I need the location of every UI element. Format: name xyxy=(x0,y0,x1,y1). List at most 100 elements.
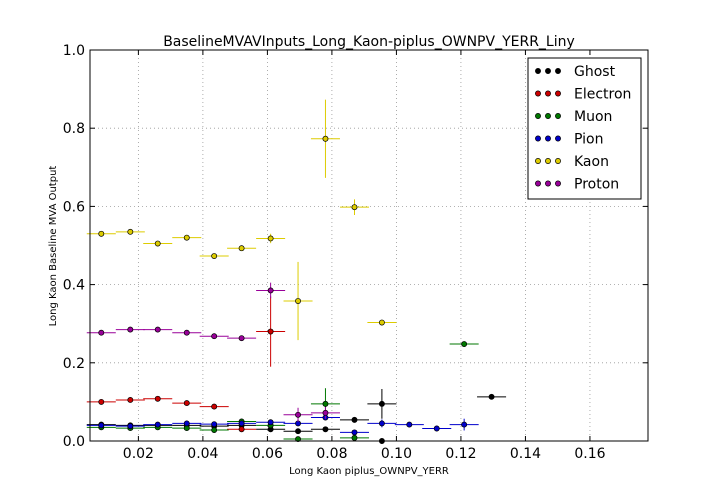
legend-label: Ghost xyxy=(574,64,616,80)
data-point xyxy=(295,436,301,442)
data-point xyxy=(154,326,161,333)
legend-marker xyxy=(535,158,541,164)
legend-marker xyxy=(555,180,561,187)
series-pion xyxy=(86,414,479,436)
data-point xyxy=(461,341,468,347)
data-point xyxy=(267,287,274,294)
data-point xyxy=(378,319,385,326)
data-point xyxy=(406,421,413,428)
data-point xyxy=(461,421,468,428)
y-tick-label: 0.4 xyxy=(63,278,85,294)
legend-marker xyxy=(555,135,561,142)
data-point xyxy=(154,240,161,247)
legend-marker xyxy=(555,158,561,164)
data-point xyxy=(322,426,329,433)
legend-label: Pion xyxy=(574,132,603,148)
data-point xyxy=(238,426,245,433)
legend-label: Muon xyxy=(574,109,612,125)
data-point xyxy=(238,245,245,252)
x-tick-label: 0.14 xyxy=(510,446,541,462)
y-tick-label: 0.2 xyxy=(63,356,85,372)
data-point xyxy=(433,425,440,432)
data-point xyxy=(127,423,134,430)
x-axis-label: Long Kaon piplus_OWNPV_YERR xyxy=(289,466,449,477)
y-tick-label: 0.6 xyxy=(63,199,85,215)
legend-marker xyxy=(535,135,541,142)
x-tick-label: 0.12 xyxy=(445,446,476,462)
data-point xyxy=(211,427,218,434)
legend-marker xyxy=(535,68,541,74)
data-point xyxy=(127,326,134,333)
data-point xyxy=(183,400,190,407)
data-point xyxy=(351,429,358,436)
y-tick-label: 0.0 xyxy=(63,434,85,450)
legend-marker xyxy=(555,90,561,97)
legend-label: Electron xyxy=(574,87,631,103)
data-point xyxy=(378,420,385,427)
data-point xyxy=(127,228,134,235)
data-point xyxy=(267,235,274,242)
data-point xyxy=(211,333,218,340)
x-tick-label: 0.10 xyxy=(381,446,412,462)
legend-marker xyxy=(545,158,551,164)
x-tick-label: 0.08 xyxy=(316,446,347,462)
x-tick-label: 0.16 xyxy=(574,446,605,462)
legend-marker xyxy=(535,180,541,187)
ticks: 0.02 0.04 0.06 0.08 0.10 0.12 0.14 0.16 0.0 0.2 0.… xyxy=(63,43,648,462)
data-point xyxy=(183,234,190,241)
legend-marker xyxy=(555,68,561,74)
data-point xyxy=(127,396,134,403)
y-tick-label: 1.0 xyxy=(63,43,85,59)
data-point xyxy=(98,398,105,405)
data-point xyxy=(98,230,105,237)
chart-title: BaselineMVAVInputs_Long_Kaon-piplus_OWNP… xyxy=(163,34,575,50)
series-proton xyxy=(86,282,340,422)
legend-marker xyxy=(535,90,541,97)
data-point xyxy=(211,253,218,260)
data-point xyxy=(211,421,218,428)
series-electron xyxy=(86,296,286,433)
legend-marker xyxy=(555,113,561,119)
data-point xyxy=(183,329,190,336)
data-point xyxy=(154,421,161,428)
y-axis-label: Long Kaon Baseline MVA Output xyxy=(48,166,59,327)
legend-label: Kaon xyxy=(574,154,609,170)
y-tick-label: 0.8 xyxy=(63,121,85,137)
data-point xyxy=(378,400,385,407)
data-point xyxy=(295,298,301,304)
data-point xyxy=(488,393,495,400)
series-kaon xyxy=(86,99,397,341)
data-point xyxy=(211,403,218,410)
data-point xyxy=(322,409,329,416)
x-tick-label: 0.04 xyxy=(187,446,218,462)
legend-marker xyxy=(545,68,551,74)
data-point xyxy=(322,135,329,142)
data-point xyxy=(351,204,358,211)
data-point xyxy=(351,416,358,423)
data-point xyxy=(295,411,301,418)
data-point xyxy=(98,422,105,429)
legend-marker xyxy=(545,180,551,187)
legend-marker xyxy=(535,113,541,119)
data-point xyxy=(238,335,245,342)
legend: Ghost Electron Muon Pion Kaon Proton xyxy=(527,57,642,200)
legend-label: Proton xyxy=(574,177,619,193)
plot-frame xyxy=(89,49,649,442)
x-tick-label: 0.06 xyxy=(252,446,283,462)
data-point xyxy=(183,420,190,427)
legend-marker xyxy=(545,113,551,119)
data-point xyxy=(98,329,105,336)
data-point xyxy=(295,428,301,435)
legend-box xyxy=(527,57,642,200)
data-layer xyxy=(86,99,507,444)
data-point xyxy=(351,434,358,441)
data-point xyxy=(238,420,245,427)
data-point xyxy=(322,400,329,407)
x-tick-label: 0.02 xyxy=(123,446,154,462)
data-point xyxy=(267,419,274,426)
data-point xyxy=(154,395,161,402)
legend-marker xyxy=(545,90,551,97)
data-point xyxy=(267,328,274,335)
legend-marker xyxy=(545,135,551,142)
